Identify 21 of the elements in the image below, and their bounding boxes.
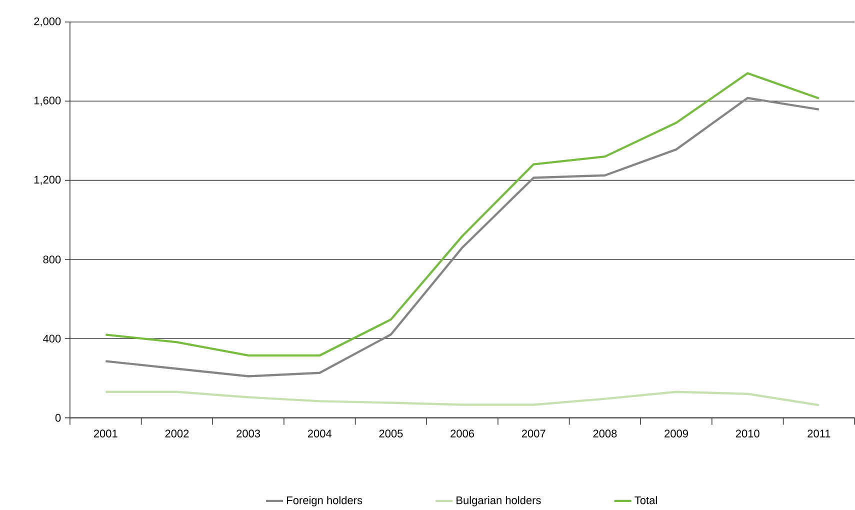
- y-tick-label: 1,200: [34, 176, 61, 185]
- y-tick-label: 1,600: [34, 96, 61, 106]
- x-tick-label: 2009: [664, 430, 688, 438]
- x-tick-label: 2002: [165, 430, 189, 438]
- x-tick-label: 2011: [808, 430, 830, 438]
- legend-label: Bulgarian holders: [456, 496, 541, 507]
- x-tick-label: 2008: [593, 430, 617, 438]
- x-tick-label: 2007: [522, 430, 546, 438]
- x-tick-label: 2010: [736, 430, 760, 438]
- legend-label: Foreign holders: [287, 496, 362, 507]
- x-tick-label: 2005: [379, 430, 403, 438]
- x-tick-label: 2004: [308, 430, 332, 438]
- line-series: [104, 390, 820, 406]
- x-tick-label: 2006: [450, 430, 474, 438]
- y-tick-label: 400: [43, 334, 61, 343]
- legend-label: Total: [634, 496, 657, 504]
- x-tick-label: 2003: [236, 430, 260, 438]
- x-tick-label: 2001: [94, 430, 118, 438]
- y-tick-label: 0: [55, 414, 61, 422]
- y-tick-label: 800: [43, 256, 61, 264]
- y-tick-label: 2,000: [34, 18, 61, 27]
